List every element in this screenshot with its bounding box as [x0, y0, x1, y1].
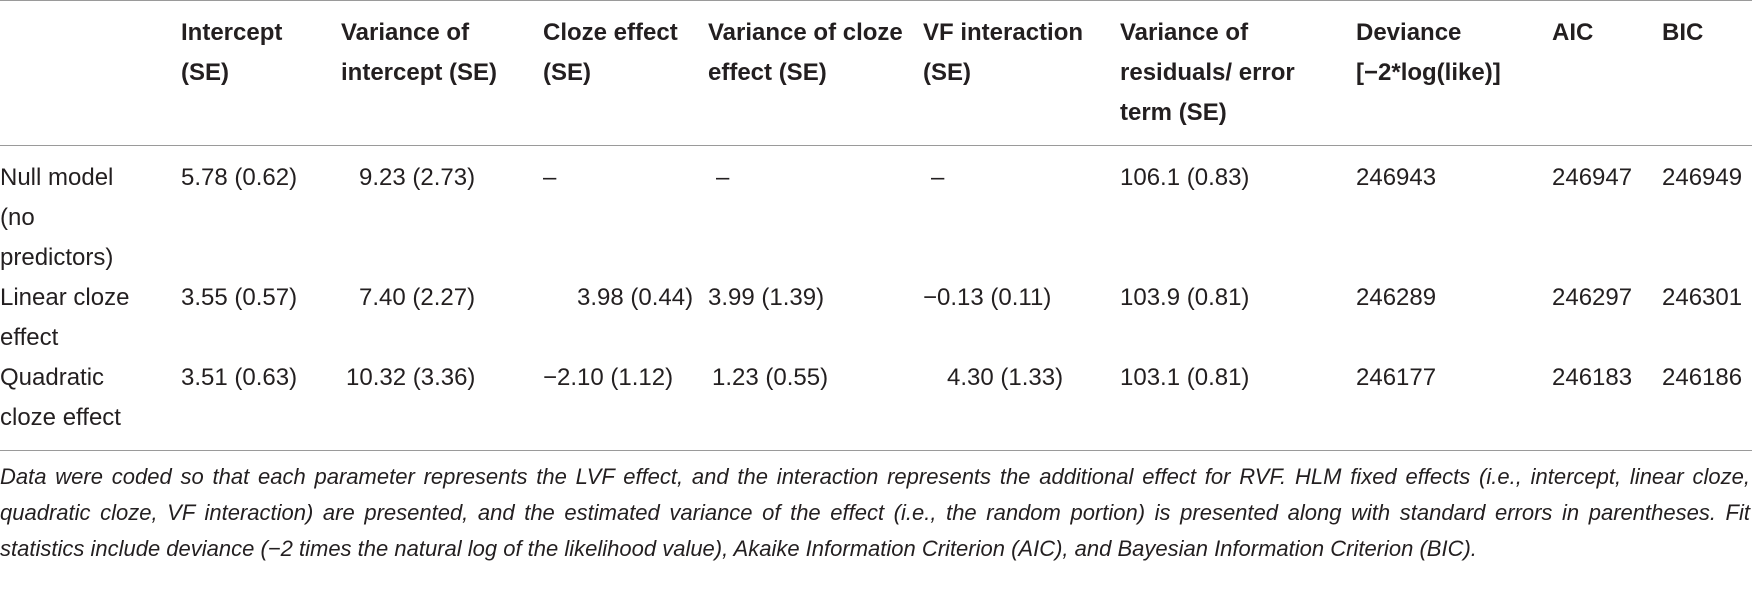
header-variance-of-residuals: Variance of residuals/ error term (SE) — [1120, 19, 1295, 126]
cell-bic: 246301 — [1662, 284, 1743, 311]
table-header-row: Intercept (SE) Variance of intercept (SE… — [0, 0, 1752, 146]
header-vf-interaction: VF interaction (SE) — [923, 19, 1084, 86]
row-label: Null model (no predictors) — [0, 164, 114, 271]
cell-variance-of-cloze-effect: 3.99 (1.39) — [708, 284, 825, 311]
table-row: Linear cloze effect 3.55 (0.57) 7.40 (2.… — [0, 278, 1752, 358]
cell-intercept: 3.55 (0.57) — [181, 284, 298, 311]
results-table-container: Intercept (SE) Variance of intercept (SE… — [0, 0, 1752, 561]
cell-vf-interaction: 4.30 (1.33) — [947, 364, 1064, 391]
cell-variance-of-intercept: 10.32 (3.36) — [346, 364, 476, 391]
cell-cloze-effect: 3.98 (0.44) — [577, 284, 694, 311]
cell-aic: 246183 — [1552, 364, 1633, 391]
cell-cloze-effect: −2.10 (1.12) — [543, 364, 674, 391]
cell-variance-of-cloze-effect: – — [716, 164, 730, 191]
cell-deviance: 246177 — [1356, 364, 1437, 391]
header-aic: AIC — [1552, 19, 1594, 46]
table-row: Quadratic cloze effect 3.51 (0.63) 10.32… — [0, 358, 1752, 451]
cell-intercept: 3.51 (0.63) — [181, 364, 298, 391]
cell-variance-of-residuals: 103.1 (0.81) — [1120, 364, 1250, 391]
cell-variance-of-intercept: 7.40 (2.27) — [359, 284, 476, 311]
header-bic: BIC — [1662, 19, 1704, 46]
header-intercept: Intercept (SE) — [181, 19, 283, 86]
cell-deviance: 246289 — [1356, 284, 1437, 311]
cell-aic: 246947 — [1552, 164, 1633, 191]
row-label: Linear cloze effect — [0, 284, 130, 351]
header-variance-of-cloze-effect: Variance of cloze effect (SE) — [708, 19, 903, 86]
row-label: Quadratic cloze effect — [0, 364, 121, 431]
table-footnote: Data were coded so that each parameter r… — [0, 464, 1750, 561]
cell-variance-of-intercept: 9.23 (2.73) — [359, 164, 476, 191]
header-model — [0, 1, 181, 146]
cell-variance-of-residuals: 106.1 (0.83) — [1120, 164, 1250, 191]
model-comparison-table: Intercept (SE) Variance of intercept (SE… — [0, 0, 1752, 451]
cell-aic: 246297 — [1552, 284, 1633, 311]
cell-bic: 246186 — [1662, 364, 1743, 391]
header-deviance: Deviance [−2*log(like)] — [1356, 19, 1501, 86]
cell-cloze-effect: – — [543, 164, 557, 191]
cell-variance-of-cloze-effect: 1.23 (0.55) — [712, 364, 829, 391]
cell-variance-of-residuals: 103.9 (0.81) — [1120, 284, 1250, 311]
header-cloze-effect: Cloze effect (SE) — [543, 19, 678, 86]
table-row: Null model (no predictors) 5.78 (0.62) 9… — [0, 146, 1752, 279]
cell-intercept: 5.78 (0.62) — [181, 164, 298, 191]
cell-bic: 246949 — [1662, 164, 1743, 191]
cell-vf-interaction: – — [931, 164, 945, 191]
header-variance-of-intercept: Variance of intercept (SE) — [341, 19, 498, 86]
cell-vf-interaction: −0.13 (0.11) — [923, 284, 1052, 311]
cell-deviance: 246943 — [1356, 164, 1437, 191]
